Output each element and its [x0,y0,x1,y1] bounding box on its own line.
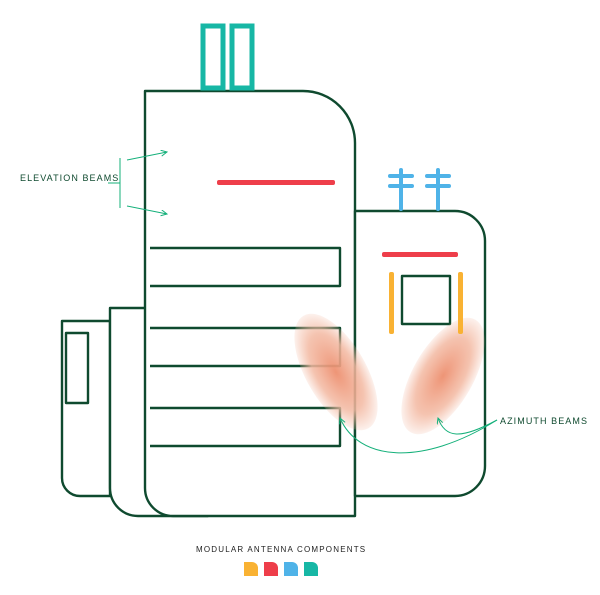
azimuth-label: AZIMUTH BEAMS [500,416,588,426]
cyan-antenna [390,170,412,209]
red-antenna [217,180,335,185]
legend-swatch [284,562,298,576]
teal-antenna [232,26,252,88]
cyan-antenna [427,170,449,209]
legend-swatch [264,562,278,576]
red-antenna [382,252,458,257]
buildings [62,91,485,516]
legend-swatch [304,562,318,576]
teal-antenna [203,26,223,88]
yellow-antenna [389,272,394,334]
elevation-label: ELEVATION BEAMS [20,173,119,183]
legend: MODULAR ANTENNA COMPONENTS [196,545,366,576]
yellow-antenna [458,272,463,334]
legend-swatch [244,562,258,576]
legend-title: MODULAR ANTENNA COMPONENTS [196,545,366,554]
